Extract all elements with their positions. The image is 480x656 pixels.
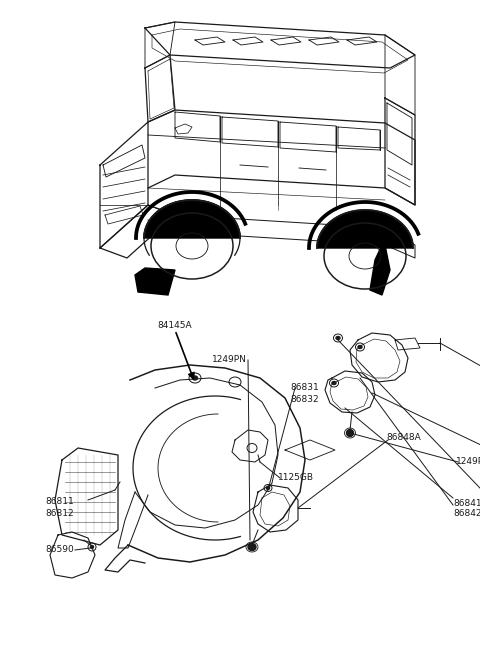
Text: 86811: 86811 (45, 497, 74, 506)
Text: 1249PN: 1249PN (212, 356, 247, 365)
Ellipse shape (192, 376, 197, 380)
Text: 1249PN: 1249PN (456, 457, 480, 466)
Text: 86831: 86831 (290, 384, 319, 392)
Ellipse shape (332, 382, 336, 384)
Ellipse shape (336, 337, 340, 340)
Ellipse shape (347, 430, 353, 436)
Ellipse shape (266, 487, 269, 489)
Text: 86590: 86590 (45, 546, 74, 554)
Polygon shape (144, 200, 240, 238)
Text: 86848A: 86848A (386, 434, 421, 443)
Text: 84145A: 84145A (158, 321, 192, 330)
Polygon shape (135, 268, 175, 295)
Text: 86812: 86812 (45, 508, 73, 518)
Ellipse shape (91, 546, 94, 548)
Ellipse shape (248, 544, 256, 550)
Polygon shape (370, 245, 390, 295)
Text: 86832: 86832 (290, 394, 319, 403)
Text: 86841H: 86841H (453, 499, 480, 508)
Ellipse shape (358, 346, 362, 348)
Text: 86842: 86842 (453, 510, 480, 518)
Polygon shape (317, 210, 413, 248)
Text: 1125GB: 1125GB (278, 474, 314, 483)
